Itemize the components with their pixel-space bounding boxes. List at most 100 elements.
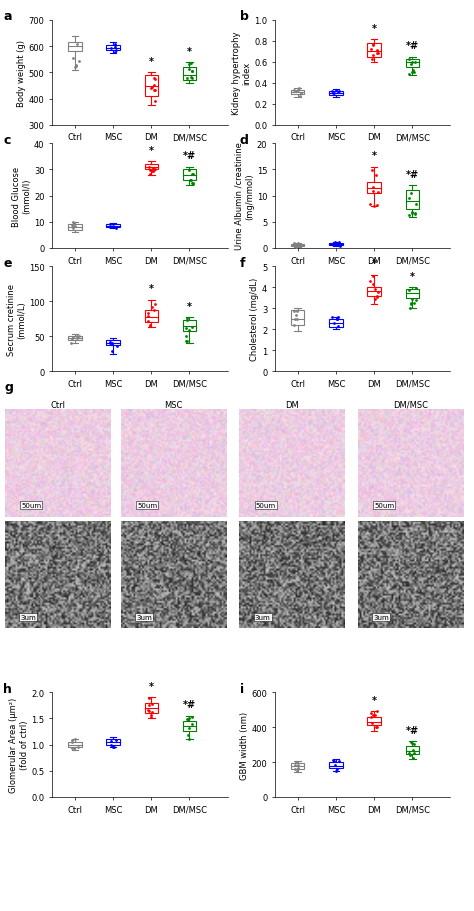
Point [74,740,82,754]
Point [108,739,116,753]
Point [366,198,374,212]
Point [113,340,120,354]
Point [68,732,75,747]
Point [295,82,303,97]
Point [70,742,78,756]
Point [370,200,377,214]
Point [411,207,419,221]
Point [373,169,380,183]
Point [73,37,81,52]
Point [182,330,190,344]
Text: i: i [240,681,244,695]
Point [145,704,153,719]
Bar [405,746,419,754]
Point [185,711,193,725]
Point [292,241,300,255]
Point [330,87,337,101]
Point [291,237,298,251]
Bar [145,311,158,322]
Point [148,81,156,96]
Point [75,329,82,343]
Point [333,312,341,327]
Bar [367,44,381,57]
Point [189,178,197,192]
Point [184,712,191,727]
Text: *: * [187,302,192,312]
Point [186,173,193,188]
Point [367,706,375,721]
Bar [329,320,343,328]
Bar [291,763,304,769]
Bar [107,46,120,51]
Bar [182,321,196,332]
Point [71,220,78,234]
Point [150,303,157,318]
Text: *: * [149,284,154,294]
Point [67,336,75,351]
Point [109,740,116,754]
Point [410,207,418,221]
Point [294,237,302,251]
Point [293,764,301,779]
Point [367,43,374,57]
Point [291,312,299,326]
Point [408,66,416,80]
Bar [145,76,158,97]
Point [406,302,413,316]
Point [188,168,196,182]
Point [72,732,79,747]
Point [408,292,416,307]
Point [328,311,336,325]
Bar [107,225,120,228]
Point [369,48,377,63]
Point [409,752,417,766]
Point [410,746,418,761]
Text: *: * [372,151,376,161]
Text: *#: *# [406,169,419,179]
Bar [182,170,196,180]
Point [68,741,76,755]
Point [294,84,301,98]
Point [335,237,342,251]
Point [374,704,381,719]
Point [410,296,417,311]
Y-axis label: Blood Glucose
(mmol/l): Blood Glucose (mmol/l) [12,167,31,226]
Text: d: d [240,133,249,147]
Point [371,292,379,307]
Point [292,754,300,769]
Point [292,85,300,99]
Point [146,319,154,333]
Point [405,191,412,206]
Text: e: e [3,257,11,270]
Point [369,38,377,53]
Point [407,187,415,201]
Point [335,238,342,252]
Point [188,65,196,79]
Point [109,344,116,359]
Point [189,71,196,86]
Bar [405,191,419,210]
Bar [367,288,381,296]
Point [72,58,80,73]
Point [412,281,419,296]
Point [374,44,381,58]
Bar [68,225,82,230]
Y-axis label: GBM width (nm): GBM width (nm) [240,711,249,779]
Y-axis label: Body weight (g): Body weight (g) [17,40,26,107]
Text: *: * [149,146,154,156]
Point [189,710,196,724]
Point [372,720,380,734]
Point [144,703,152,718]
Point [410,66,418,80]
Point [109,338,116,353]
Point [189,168,197,182]
Point [368,163,375,178]
Bar [405,60,419,68]
Point [369,277,376,292]
Text: b: b [240,10,249,24]
Point [292,757,299,772]
Point [68,219,75,233]
Point [107,220,114,235]
Bar [107,341,120,346]
Point [111,38,118,53]
